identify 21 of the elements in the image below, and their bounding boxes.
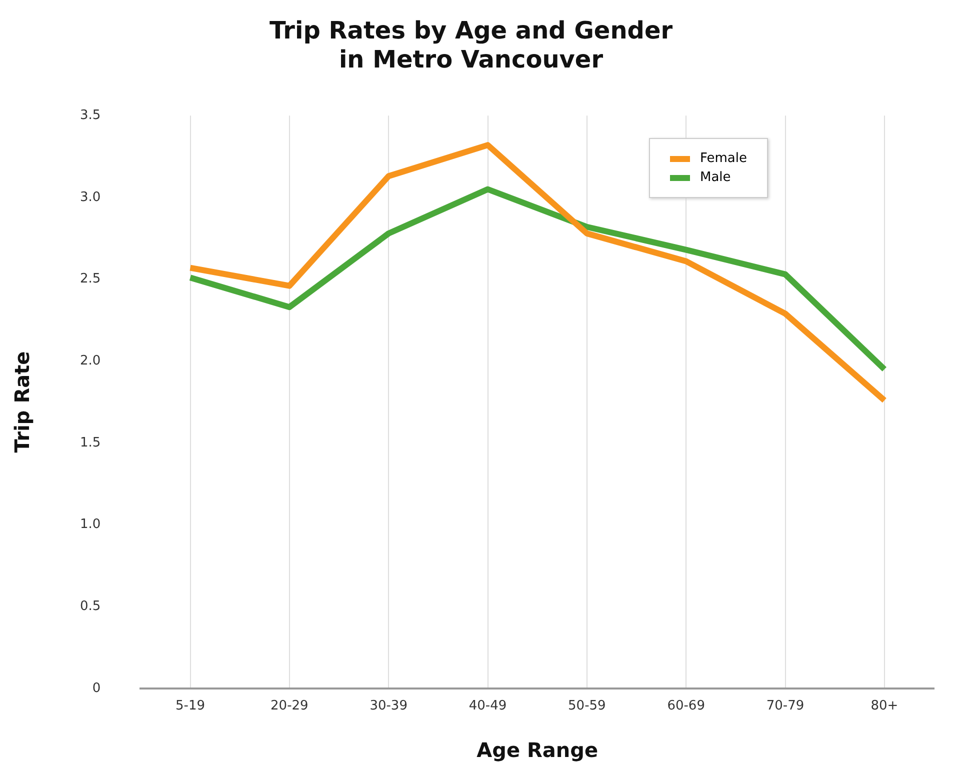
- x-tick-label: 70-79: [766, 698, 804, 714]
- y-tick-label: 3.5: [80, 108, 101, 123]
- y-tick-label: 3.0: [80, 190, 101, 205]
- x-tick-label: 40-49: [468, 698, 507, 714]
- y-tick-label: 2.5: [80, 272, 101, 287]
- x-tick-label: 5-19: [176, 698, 206, 714]
- y-tick-label: 0.5: [80, 598, 101, 614]
- y-tick-label: 1.0: [80, 517, 101, 532]
- y-tick-label: 2.0: [80, 353, 101, 368]
- x-tick-label: 80+: [870, 698, 898, 714]
- x-tick-label: 50-59: [568, 698, 606, 714]
- x-tick-label: 20-29: [270, 698, 308, 714]
- legend-label: Female: [700, 151, 747, 166]
- y-tick-label: 1.5: [80, 435, 101, 450]
- y-tick-label: 0: [92, 680, 101, 696]
- y-axis-title: Trip Rate: [10, 351, 34, 453]
- legend-label: Male: [700, 170, 731, 185]
- x-axis-title: Age Range: [476, 738, 598, 762]
- chart-title: Trip Rates by Age and Gender in Metro Vancouver: [269, 16, 673, 74]
- x-tick-label: 60-69: [667, 698, 705, 714]
- x-tick-label: 30-39: [370, 698, 408, 714]
